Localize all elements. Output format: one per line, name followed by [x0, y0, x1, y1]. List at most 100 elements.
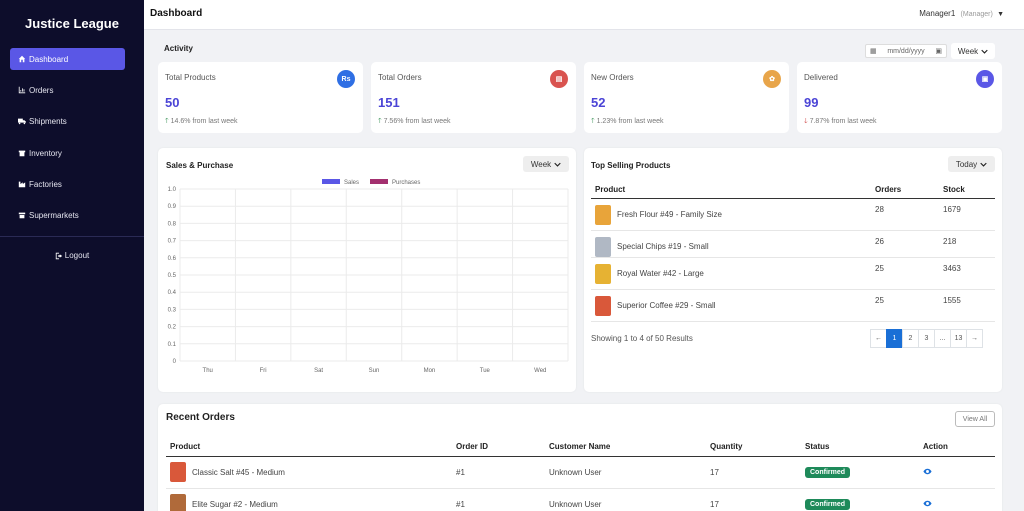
date-input[interactable]: ▦ mm/dd/yyyy ▣	[865, 44, 947, 58]
table-header-row: Product Orders Stock	[591, 181, 995, 199]
column-header: Product	[591, 181, 871, 199]
x-tick-label: Thu	[203, 368, 213, 374]
x-tick-label: Mon	[424, 368, 436, 374]
clipboard-icon: ▤	[550, 70, 568, 88]
product-image	[595, 204, 611, 225]
column-header: Orders	[871, 181, 939, 199]
product-cell: Fresh Flour #49 - Family Size	[591, 198, 871, 231]
sidebar-item-label: Shipments	[29, 116, 67, 126]
y-tick-label: 0.3	[168, 307, 177, 313]
chevron-down-icon	[980, 162, 987, 167]
orders-cell: 28	[871, 198, 939, 231]
product-name: Royal Water #42 - Large	[617, 269, 704, 278]
product-image	[170, 494, 186, 511]
activity-range-select[interactable]: Week	[951, 43, 995, 59]
view-all-button[interactable]: View All	[955, 411, 995, 427]
sidebar-item-shipments[interactable]: Shipments	[10, 110, 125, 132]
order-id-cell: #1	[452, 488, 545, 511]
orders-cell: 25	[871, 289, 939, 322]
page-prev-button[interactable]: ←	[870, 329, 887, 348]
top-selling-range-select[interactable]: Today	[948, 156, 995, 172]
product-cell: Royal Water #42 - Large	[591, 257, 871, 290]
y-tick-label: 0	[173, 359, 177, 365]
legend-swatch	[322, 179, 340, 184]
sidebar: Justice League Dashboard Orders Shipment…	[0, 0, 144, 511]
status-badge: Confirmed	[805, 466, 850, 478]
sidebar-item-dashboard[interactable]: Dashboard	[10, 48, 125, 70]
page-3-button[interactable]: 3	[918, 329, 935, 348]
home-icon	[17, 55, 27, 63]
sidebar-item-factories[interactable]: Factories	[10, 173, 125, 195]
legend-label: Sales	[344, 180, 359, 186]
recent-orders-title: Recent Orders	[166, 412, 235, 423]
sidebar-item-label: Dashboard	[29, 54, 69, 64]
package-icon: ▣	[976, 70, 994, 88]
y-tick-label: 0.6	[168, 256, 177, 262]
logout-icon	[55, 252, 62, 259]
column-header: Stock	[939, 181, 995, 199]
y-tick-label: 1.0	[168, 187, 177, 193]
table-row: Fresh Flour #49 - Family Size 28 1679	[591, 198, 995, 231]
truck-icon	[17, 117, 27, 125]
top-selling-table: Product Orders Stock Fresh Flour #49 - F…	[591, 181, 995, 322]
box-icon	[17, 149, 27, 157]
range-label: Week	[530, 159, 552, 169]
stat-value: 52	[591, 95, 606, 110]
eye-icon	[923, 500, 932, 506]
product-image	[170, 462, 186, 482]
view-order-button[interactable]	[923, 468, 932, 478]
page-2-button[interactable]: 2	[902, 329, 919, 348]
column-header: Status	[801, 438, 919, 457]
stat-value: 151	[378, 95, 400, 110]
sales-range-select[interactable]: Week	[523, 156, 569, 172]
arrow-down-icon: 🡓	[804, 118, 808, 125]
range-label: Week	[957, 46, 979, 56]
stock-cell: 3463	[939, 257, 995, 290]
factory-icon	[17, 180, 27, 188]
product-name: Classic Salt #45 - Medium	[192, 467, 285, 477]
table-row: Elite Sugar #2 - Medium #1 Unknown User …	[166, 488, 995, 511]
sidebar-item-orders[interactable]: Orders	[10, 79, 125, 101]
chart-icon	[17, 86, 27, 94]
y-tick-label: 0.9	[168, 204, 177, 210]
status-cell: Confirmed	[801, 488, 919, 511]
page-1-button[interactable]: 1	[886, 329, 903, 348]
y-tick-label: 0.7	[168, 239, 177, 245]
product-name: Superior Coffee #29 - Small	[617, 301, 716, 310]
column-header: Order ID	[452, 438, 545, 457]
rupee-icon: Rs	[337, 70, 355, 88]
sales-chart-title: Sales & Purchase	[166, 161, 234, 170]
order-id-cell: #1	[452, 456, 545, 489]
stat-card-total-products: Total Products 50 🡑 14.6% from last week…	[158, 62, 363, 133]
chevron-down-icon	[554, 162, 561, 167]
orders-cell: 26	[871, 230, 939, 258]
table-row: Classic Salt #45 - Medium #1 Unknown Use…	[166, 456, 995, 489]
stat-card-new-orders: New Orders 52 🡑 1.23% from last week ✿	[584, 62, 789, 133]
legend-swatch	[370, 179, 388, 184]
x-tick-label: Wed	[534, 368, 546, 374]
y-tick-label: 0.5	[168, 273, 177, 279]
page-title: Dashboard	[150, 8, 203, 19]
stat-label: Total Orders	[378, 73, 422, 82]
product-name: Elite Sugar #2 - Medium	[192, 499, 278, 509]
top-selling-title: Top Selling Products	[591, 161, 671, 170]
sidebar-item-inventory[interactable]: Inventory	[10, 142, 125, 164]
orders-cell: 25	[871, 257, 939, 290]
customer-cell: Unknown User	[545, 488, 706, 511]
stock-cell: 1555	[939, 289, 995, 322]
brand-title: Justice League	[25, 16, 119, 31]
sidebar-item-label: Factories	[29, 179, 62, 189]
view-order-button[interactable]	[923, 500, 932, 510]
store-icon	[17, 211, 27, 219]
column-header: Product	[166, 438, 452, 457]
logout-button[interactable]: Logout	[0, 251, 144, 260]
action-cell	[919, 488, 995, 511]
legend-label: Purchases	[392, 180, 420, 186]
top-bar: Dashboard Manager1 (Manager) ▼	[144, 0, 1024, 30]
product-cell: Classic Salt #45 - Medium	[166, 456, 452, 489]
page-13-button[interactable]: 13	[950, 329, 967, 348]
page-next-button[interactable]: →	[966, 329, 983, 348]
x-tick-label: Tue	[480, 368, 491, 374]
user-menu[interactable]: Manager1 (Manager) ▼	[919, 9, 1004, 18]
sidebar-item-supermarkets[interactable]: Supermarkets	[10, 204, 125, 226]
